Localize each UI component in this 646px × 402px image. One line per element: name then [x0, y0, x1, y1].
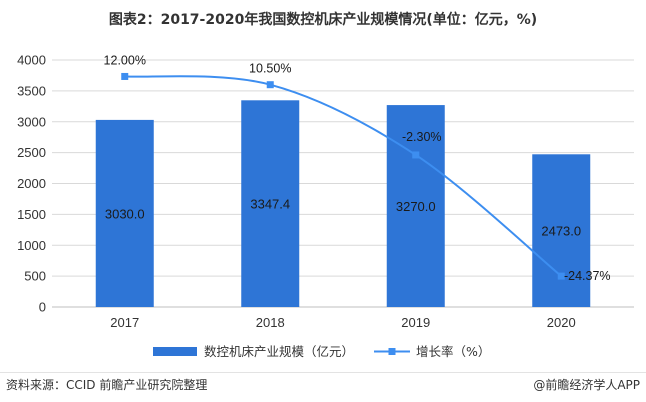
growth-point — [557, 272, 565, 280]
x-tick-label: 2018 — [256, 315, 285, 330]
growth-point — [412, 151, 420, 159]
growth-value-label: 10.50% — [249, 62, 291, 76]
y-tick-label: 2500 — [17, 145, 46, 160]
bar-value-label: 3030.0 — [105, 206, 145, 221]
growth-value-label: -2.30% — [402, 130, 442, 144]
bar — [241, 100, 300, 307]
bar-value-label: 3270.0 — [396, 199, 436, 214]
legend-line-label: 增长率（%） — [416, 344, 490, 359]
y-tick-label: 4000 — [17, 53, 46, 68]
y-tick-label: 500 — [24, 269, 46, 284]
bar — [386, 105, 445, 307]
footer-source: 资料来源：CCID 前瞻产业研究院整理 — [6, 377, 207, 392]
x-tick-label: 2017 — [110, 315, 139, 330]
chart-title: 图表2：2017-2020年我国数控机床产业规模情况(单位：亿元，%) — [109, 11, 537, 28]
y-tick-label: 3000 — [17, 114, 46, 129]
y-tick-label: 3500 — [17, 83, 46, 98]
y-tick-label: 2000 — [17, 176, 46, 191]
growth-point — [266, 81, 274, 89]
legend-bar-swatch — [153, 347, 197, 356]
legend: 数控机床产业规模（亿元） 增长率（%） — [153, 344, 490, 359]
footer-brand: @前瞻经济学人APP — [533, 377, 640, 392]
bars: 3030.0 3347.4 3270.0 2473.0 — [95, 100, 591, 308]
legend-bar-label: 数控机床产业规模（亿元） — [204, 344, 354, 359]
x-axis-ticks: 2017 2018 2019 2020 — [110, 315, 575, 330]
bar — [95, 119, 154, 308]
growth-point — [121, 72, 129, 80]
y-tick-label: 0 — [39, 300, 46, 315]
y-tick-label: 1000 — [17, 238, 46, 253]
x-tick-label: 2019 — [401, 315, 430, 330]
growth-value-label: 12.00% — [104, 53, 146, 67]
bar-value-label: 3347.4 — [250, 197, 290, 212]
bar-value-label: 2473.0 — [541, 224, 581, 239]
y-axis-ticks: 0 500 1000 1500 2000 2500 3000 3500 4000 — [17, 53, 46, 315]
y-tick-label: 1500 — [17, 207, 46, 222]
x-tick-label: 2020 — [547, 315, 576, 330]
growth-line-path — [124, 75, 562, 277]
growth-line: 12.00% 10.50% -2.30% -24.37% — [104, 53, 611, 283]
bar — [532, 154, 591, 307]
legend-line-marker — [388, 348, 396, 355]
growth-value-label: -24.37% — [564, 269, 611, 283]
